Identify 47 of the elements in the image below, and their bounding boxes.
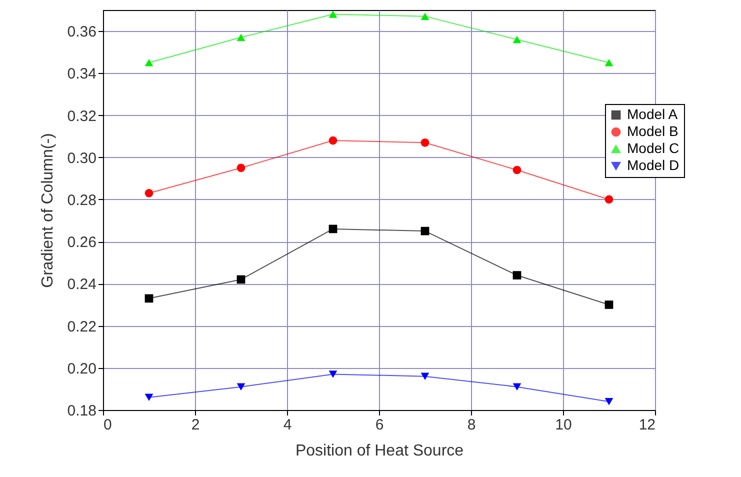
point [420,138,430,147]
x-tick-label: 4 [283,416,292,434]
point [328,370,338,378]
point [328,224,338,234]
y-tick-label: 0.24 [67,276,96,294]
x-tick-label: 12 [638,416,656,434]
x-tick-label: 2 [191,416,200,434]
legend-label: Model A [627,106,678,122]
y-tick-label: 0.34 [67,66,96,83]
y-tick-label: 0.32 [67,108,96,125]
point [604,398,614,406]
point [420,372,430,380]
point [512,383,522,390]
point [328,10,338,18]
point [328,136,338,145]
x-tick-label: 0 [104,416,112,434]
legend-label: Model C [627,140,680,156]
point [604,195,614,204]
x-tick-label: 10 [555,416,572,434]
point [604,59,614,66]
legend-label: Model B [627,123,678,139]
legend-label: Model D [627,157,680,173]
y-tick-label: 0.20 [67,360,96,378]
point [420,226,430,236]
point [420,12,430,20]
x-axis-title: Position of Heat Source [295,442,464,460]
y-axis-title: Gradient of Column(-) [39,133,56,288]
x-tick-label: 8 [467,416,476,434]
point [512,36,522,44]
point [604,300,614,309]
point [144,394,154,401]
point [144,59,154,66]
y-tick-label: 0.30 [67,150,96,167]
point [236,34,246,41]
y-tick-label: 0.18 [67,402,96,420]
point [512,271,522,280]
point [236,275,246,284]
y-tick-label: 0.36 [67,24,96,41]
y-tick-label: 0.28 [67,192,96,209]
point [144,188,154,198]
point [512,166,522,174]
point [236,164,246,172]
x-tick-label: 6 [375,416,384,434]
y-tick-label: 0.22 [67,318,96,336]
y-tick-label: 0.26 [67,234,96,252]
point [144,294,154,303]
point [236,383,246,390]
